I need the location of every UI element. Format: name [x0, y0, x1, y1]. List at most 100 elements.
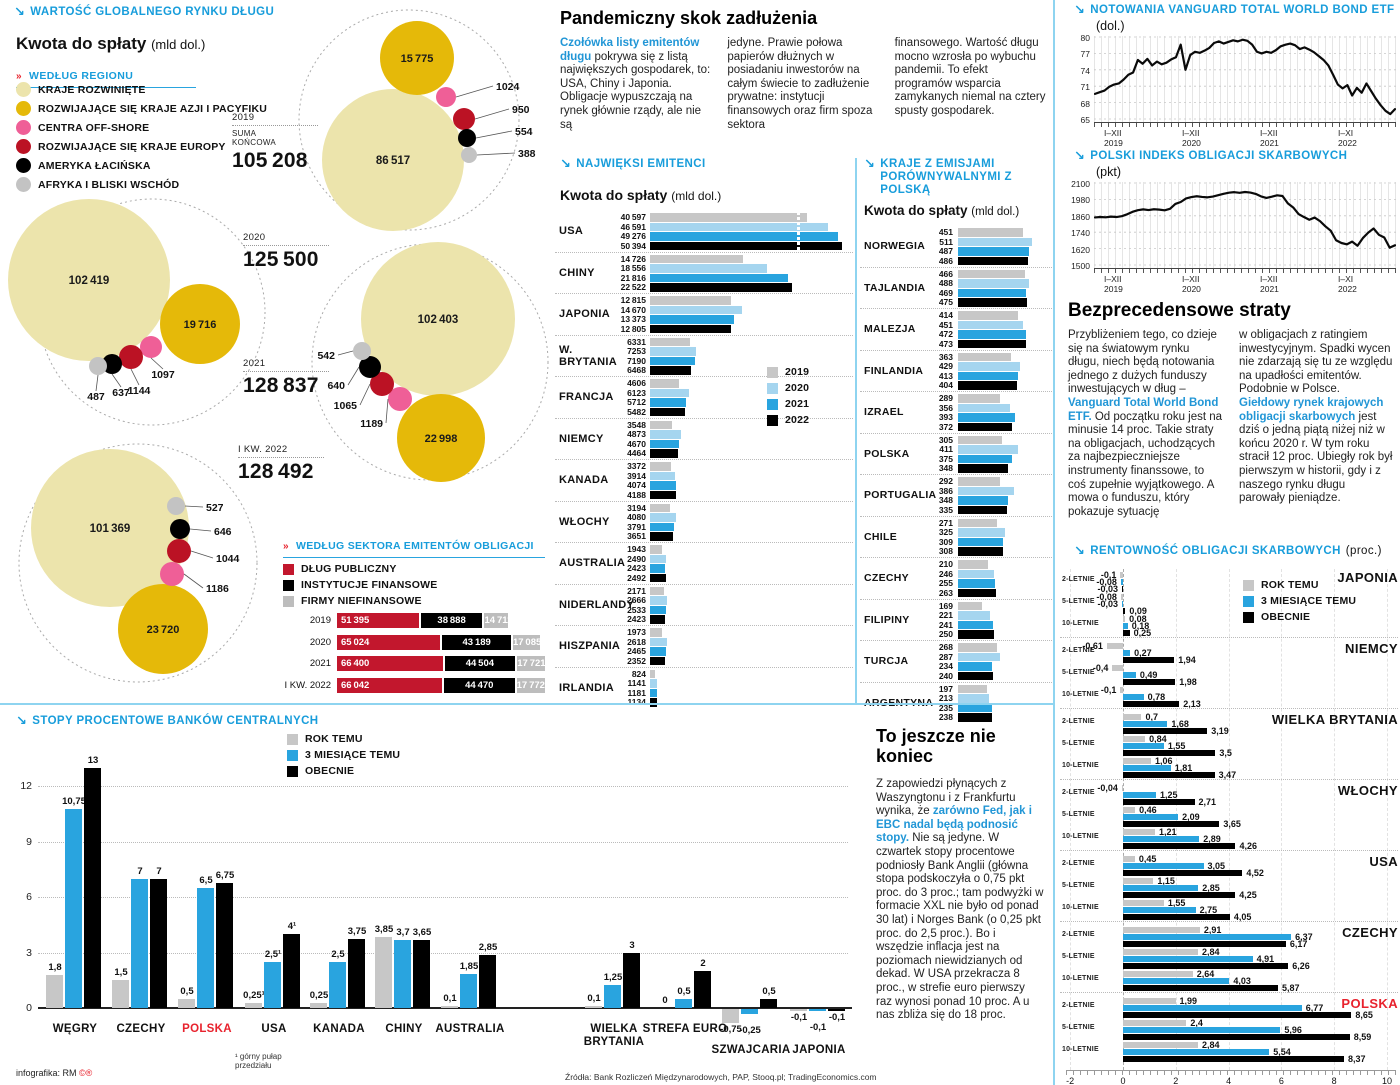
bar-value: 325	[938, 527, 953, 537]
bubble-value: 102 403	[418, 314, 459, 326]
legend-label: ROZWIJAJĄCE SIĘ KRAJE EUROPY	[38, 140, 226, 153]
rate-bar	[264, 961, 281, 1008]
country-block: WŁOCHY 3194 4080 3791 3651	[555, 502, 853, 543]
bar	[650, 324, 731, 333]
bar	[650, 388, 689, 397]
y-tick-label: 1620	[1071, 244, 1090, 255]
yield-country-label: POLSKA	[1341, 996, 1398, 1011]
legend-label: 2019	[785, 366, 810, 378]
yield-value: 2,89	[1203, 834, 1221, 844]
sector-bar-segment: 66 042	[337, 677, 442, 693]
bar-value: 2490	[627, 553, 646, 564]
line-plot	[1093, 36, 1397, 123]
maturity-label: 10-LETNIE	[1062, 1046, 1099, 1053]
bar	[958, 269, 1026, 278]
yield-bar	[1123, 885, 1199, 891]
bubble-value: 23 720	[147, 624, 180, 636]
country-block: MALEZJA 414 451 472 473	[860, 309, 1052, 351]
bubble-value: 102 419	[69, 275, 110, 287]
bubble-africa_middle_east	[353, 342, 371, 360]
bar	[650, 545, 663, 554]
subtitle-unit: (mld dol.)	[671, 189, 722, 203]
bar	[650, 264, 767, 273]
maturity-label: 2-LETNIE	[1062, 860, 1095, 867]
yield-bar	[1123, 616, 1126, 622]
bar	[958, 703, 993, 712]
rate-bar	[413, 940, 430, 1008]
rate-bar	[216, 883, 233, 1008]
legend-item: AFRYKA I BLISKI WSCHÓD	[16, 177, 267, 192]
x-tick-label: 4	[1226, 1076, 1232, 1085]
bubble-value: 86 517	[376, 155, 410, 167]
bar	[650, 347, 696, 356]
legend-swatch	[767, 382, 778, 394]
sector-legend: DŁUG PUBLICZNY INSTYTUCJE FINANSOWE FIRMY …	[283, 563, 545, 607]
bar-value: 12 815	[620, 295, 646, 305]
yield-bar	[1120, 572, 1123, 578]
yield-value: 2,4	[1190, 1018, 1203, 1028]
rate-value: 7	[137, 865, 143, 877]
bar	[958, 652, 1000, 661]
bar-value: 250	[938, 629, 953, 639]
bar-value: 6331	[627, 336, 646, 347]
x-tick-line: 2020	[1182, 137, 1201, 148]
bar	[650, 596, 667, 605]
country-block: FRANCJA 4606 6123 5712 5482	[555, 377, 853, 419]
bar-value: 411	[939, 444, 953, 454]
bar-value: 4074	[627, 480, 646, 490]
sources: Źródła: Bank Rozliczeń Międzynarodowych,…	[565, 1072, 877, 1082]
bar	[958, 537, 1003, 546]
yields-unit: (proc.)	[1345, 545, 1382, 557]
bubble-value: 637	[112, 387, 130, 399]
legend-label: CENTRA OFF-SHORE	[38, 121, 150, 134]
section-arrow-icon: ↘	[14, 4, 26, 19]
year-total: 105 208	[232, 149, 308, 172]
year-outline-circle	[18, 443, 258, 683]
rate-bar	[375, 936, 392, 1008]
sector-year-label: I KW. 2022	[284, 679, 331, 691]
rate-bar	[479, 955, 496, 1008]
maturity-label: 10-LETNIE	[1062, 833, 1099, 840]
x-axis-line	[38, 1007, 852, 1009]
yield-bar	[1123, 672, 1136, 678]
bar	[958, 279, 1029, 288]
bar-value: 413	[938, 370, 953, 381]
country-label: NIDERLANDY	[559, 598, 635, 611]
yield-value: 0,09	[1129, 606, 1147, 616]
bar-value: 3914	[627, 470, 646, 481]
section-arrow-icon: ↘	[560, 156, 572, 171]
red-mark-icon: »	[283, 541, 289, 552]
bar	[650, 564, 666, 573]
yield-value: 2,84	[1201, 947, 1220, 957]
yield-value: 5,96	[1284, 1025, 1302, 1035]
article-text: Od początku roku jest na minusie 14 proc…	[1068, 410, 1223, 518]
rate-value: 7	[156, 865, 162, 877]
legend-item: 2019	[767, 366, 809, 378]
article-highlight: Giełdowy rynek krajowych obligacji skarb…	[1239, 396, 1384, 423]
country-label: JAPONIA	[559, 308, 610, 321]
country-label: IRLANDIA	[559, 681, 614, 694]
yield-value: -0,1	[1100, 685, 1117, 695]
sector-year-label: 2020	[309, 636, 331, 648]
legend-item: OBECNIE	[287, 765, 400, 777]
year-label: 2019	[232, 112, 318, 126]
article-losses: Bezprecedensowe straty Przybliżeniem teg…	[1068, 300, 1394, 538]
yield-bar	[1123, 878, 1154, 884]
bubble-leader-line	[190, 550, 214, 559]
yield-value: 1,68	[1171, 719, 1189, 729]
bubble-leader-line	[111, 373, 122, 388]
bubble-leader-line	[359, 383, 371, 406]
country-block: KANADA 3372 3914 4074 4188	[555, 460, 853, 502]
bubble-emerging_europe	[119, 345, 143, 369]
bar-value: 7190	[627, 355, 646, 366]
rate-value: 0,1	[587, 993, 601, 1005]
bar	[958, 256, 1029, 265]
country-label: FILIPINY	[864, 613, 910, 626]
yield-bar	[1123, 650, 1131, 656]
yield-bar	[1123, 1056, 1344, 1062]
yield-value: -0,03	[1097, 584, 1118, 594]
bar	[958, 413, 1015, 422]
bubble-latin_america	[102, 354, 122, 374]
bar	[958, 643, 997, 652]
bar-value: 235	[938, 702, 953, 713]
